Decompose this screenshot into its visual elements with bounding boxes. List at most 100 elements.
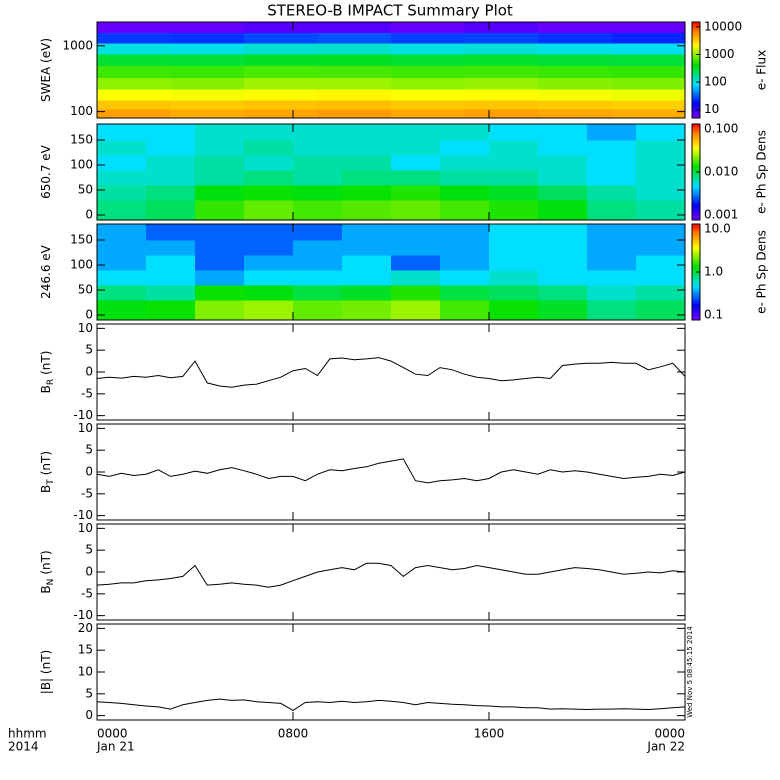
y-axis-label-unit: (nT) bbox=[39, 451, 53, 475]
y-tick-label: 0 bbox=[85, 465, 93, 479]
heatmap-cell bbox=[244, 255, 294, 271]
heatmap-cell bbox=[538, 32, 613, 44]
heatmap-cell bbox=[391, 200, 441, 221]
heatmap-cell bbox=[636, 124, 686, 141]
heatmap-cell bbox=[146, 255, 196, 271]
heatmap-cell bbox=[170, 43, 245, 55]
y-axis-label: |B| (nT) bbox=[39, 650, 53, 694]
heatmap-cell bbox=[538, 270, 588, 286]
heatmap-cell bbox=[170, 100, 245, 110]
heatmap-cell bbox=[97, 255, 147, 271]
y-tick-label: 0 bbox=[85, 208, 93, 222]
heatmap-cell bbox=[146, 155, 196, 171]
heatmap-cell bbox=[391, 255, 441, 271]
heatmap-cell bbox=[464, 43, 539, 55]
heatmap-cell bbox=[195, 224, 245, 241]
heatmap-cell bbox=[440, 155, 490, 171]
heatmap-cell bbox=[244, 89, 319, 101]
heatmap-cell bbox=[440, 170, 490, 186]
heatmap-cell bbox=[587, 170, 637, 186]
heatmap-cell bbox=[244, 170, 294, 186]
heatmap-cell bbox=[440, 240, 490, 256]
heatmap-cell bbox=[391, 185, 441, 201]
heatmap-cell bbox=[342, 170, 392, 186]
heatmap-cell bbox=[391, 285, 441, 301]
heatmap-cell bbox=[293, 140, 343, 156]
y-tick-label: 0 bbox=[85, 308, 93, 322]
heatmap-cell bbox=[244, 200, 294, 221]
y-tick-label: 10 bbox=[78, 321, 93, 335]
y-axis-label-subscript: T bbox=[46, 479, 56, 486]
heatmap-cell bbox=[611, 32, 686, 44]
heatmap-cell bbox=[489, 300, 539, 321]
heatmap-cell bbox=[464, 65, 539, 79]
heatmap-cell bbox=[587, 255, 637, 271]
heatmap-cell bbox=[391, 22, 466, 33]
start-date: Jan 21 bbox=[96, 740, 135, 754]
heatmap-cell bbox=[195, 240, 245, 256]
heatmap-cell bbox=[293, 185, 343, 201]
heatmap-cell bbox=[391, 140, 441, 156]
colorbar-tick-label: 10.0 bbox=[704, 222, 731, 236]
heatmap-cell bbox=[170, 54, 245, 67]
heatmap-cell bbox=[97, 43, 172, 55]
y-axis-label-main: 246.6 eV bbox=[39, 244, 53, 299]
heatmap-cell bbox=[489, 155, 539, 171]
heatmap-cell bbox=[317, 54, 392, 67]
heatmap-cell bbox=[146, 124, 196, 141]
heatmap-cell bbox=[391, 240, 441, 256]
heatmap-cell bbox=[440, 270, 490, 286]
heatmap-cell bbox=[293, 155, 343, 171]
heatmap-cell bbox=[538, 43, 613, 55]
chart-title: STEREO-B IMPACT Summary Plot bbox=[267, 2, 513, 20]
heatmap-cell bbox=[538, 170, 588, 186]
heatmap-cell bbox=[146, 240, 196, 256]
heatmap-cell bbox=[440, 224, 490, 241]
heatmap-cell bbox=[146, 300, 196, 321]
heatmap-cell bbox=[97, 54, 172, 67]
data-line bbox=[96, 698, 686, 711]
panel-frame bbox=[96, 223, 686, 321]
data-line bbox=[96, 458, 686, 484]
heatmap-cell bbox=[146, 185, 196, 201]
y-axis-label: BN (nT) bbox=[39, 550, 56, 593]
y-tick-label: 5 bbox=[85, 443, 93, 457]
heatmap-cell bbox=[195, 155, 245, 171]
heatmap-cell bbox=[636, 255, 686, 271]
y-axis-label: BR (nT) bbox=[39, 351, 56, 394]
heatmap-cell bbox=[195, 285, 245, 301]
heatmap-cell bbox=[244, 22, 319, 33]
colorbar-tick-label: 1.0 bbox=[704, 265, 723, 279]
heatmap-cell bbox=[440, 285, 490, 301]
heatmap-cell bbox=[464, 108, 539, 119]
colorbar-label: e- Flux bbox=[755, 50, 769, 90]
colorbar-tick-label: 0.001 bbox=[704, 208, 738, 222]
y-axis-label-unit: (nT) bbox=[39, 351, 53, 375]
heatmap-cell bbox=[293, 170, 343, 186]
heatmap-cell bbox=[244, 185, 294, 201]
heatmap-cell bbox=[293, 285, 343, 301]
heatmap-cell bbox=[293, 300, 343, 321]
x-tick-label: 1600 bbox=[474, 727, 505, 741]
y-tick-label: 5 bbox=[85, 686, 93, 700]
heatmap-cell bbox=[464, 54, 539, 67]
heatmap-cell bbox=[538, 77, 613, 90]
heatmap-cell bbox=[538, 54, 613, 67]
heatmap-cell bbox=[538, 100, 613, 110]
heatmap-cell bbox=[97, 77, 172, 90]
y-axis-label-main: B bbox=[39, 485, 53, 493]
colorbar-tick-label: 0.1 bbox=[704, 308, 723, 322]
heatmap-cell bbox=[97, 285, 147, 301]
heatmap-cell bbox=[489, 124, 539, 141]
heatmap-cell bbox=[464, 32, 539, 44]
heatmap-cell bbox=[195, 200, 245, 221]
heatmap-cell bbox=[636, 170, 686, 186]
heatmap-cell bbox=[317, 43, 392, 55]
heatmap-cell bbox=[195, 255, 245, 271]
heatmap-cell bbox=[611, 77, 686, 90]
heatmap-cell bbox=[391, 65, 466, 79]
heatmap-cell bbox=[97, 155, 147, 171]
heatmap-cell bbox=[611, 22, 686, 33]
heatmap-cell bbox=[391, 170, 441, 186]
